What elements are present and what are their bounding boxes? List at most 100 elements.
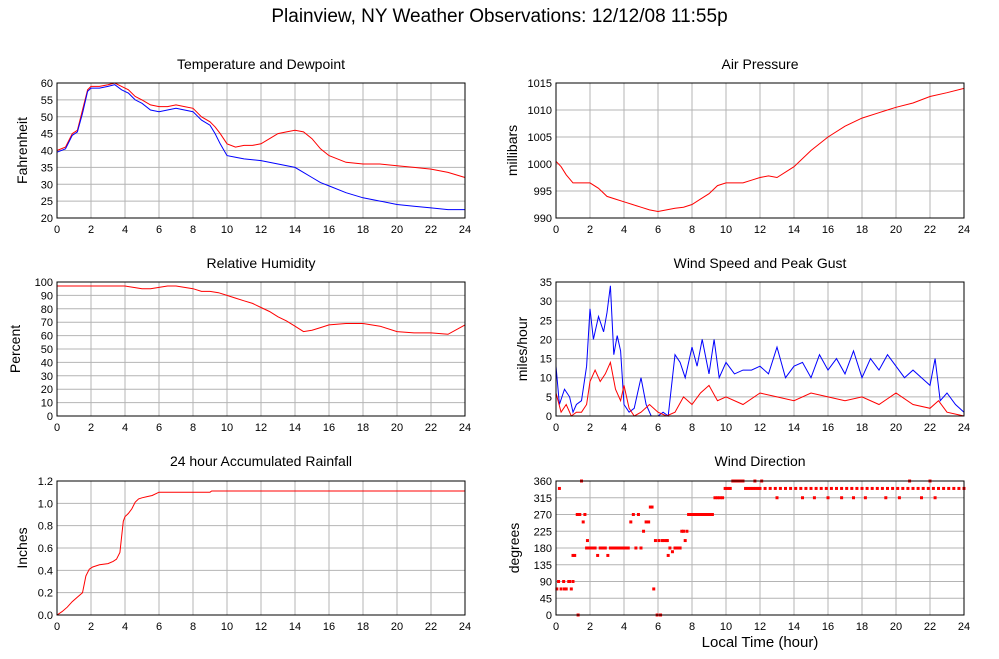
y-tick-label: 50 xyxy=(41,344,53,356)
y-tick-label: 1015 xyxy=(528,78,552,90)
x-tick-label: 8 xyxy=(190,224,196,236)
x-tick-label: 22 xyxy=(425,621,437,633)
x-tick-label: 4 xyxy=(621,422,627,434)
data-point xyxy=(794,486,798,490)
data-point xyxy=(680,529,684,533)
y-tick-label: 0.8 xyxy=(38,521,53,533)
data-point xyxy=(585,546,589,550)
plot-frame xyxy=(56,281,466,417)
y-axis-label: millibars xyxy=(504,125,520,176)
plot-frame xyxy=(555,82,965,219)
plot-frame xyxy=(555,281,965,417)
data-point xyxy=(593,546,597,550)
y-axis-label: Inches xyxy=(14,527,30,568)
x-tick-label: 14 xyxy=(289,422,301,434)
data-point xyxy=(690,513,694,516)
data-point xyxy=(812,496,816,500)
data-point xyxy=(608,546,612,550)
y-tick-label: 0 xyxy=(47,411,53,423)
data-point xyxy=(648,505,652,509)
data-point xyxy=(699,513,702,516)
data-point xyxy=(589,546,593,550)
y-tick-label: 35 xyxy=(41,162,53,174)
relative-humidity-chart: 0 2 4 6 8 10 12 14 16 18 20 22 240102030405060708090… xyxy=(7,255,471,434)
chart-title: Temperature and Dewpoint xyxy=(177,56,345,72)
series-line-1 xyxy=(56,82,466,178)
air-pressure-chart: 0 2 4 6 8 10 12 14 16 18 20 22 249909951000100510101… xyxy=(504,56,970,236)
y-tick-label: 0 xyxy=(546,610,552,622)
data-point xyxy=(850,486,854,490)
x-tick-label: 4 xyxy=(122,224,128,236)
data-point xyxy=(591,546,595,550)
y-axis-label: Fahrenheit xyxy=(14,117,30,184)
wind-speed-gust-chart: 0 2 4 6 8 10 12 14 16 18 20 22 2405101520253035Wind … xyxy=(514,255,970,434)
x-tick-label: 4 xyxy=(122,422,128,434)
data-point xyxy=(751,486,755,490)
data-point xyxy=(952,486,956,490)
data-point xyxy=(942,486,946,490)
x-tick-label: 8 xyxy=(689,224,695,236)
y-axis-label: Percent xyxy=(7,325,23,373)
x-tick-label: 18 xyxy=(357,422,369,434)
x-tick-label: 0 xyxy=(54,224,60,236)
data-point xyxy=(697,513,701,516)
data-point xyxy=(916,486,920,490)
data-point xyxy=(585,539,589,543)
data-point xyxy=(665,539,669,543)
data-point xyxy=(855,486,859,490)
data-point xyxy=(573,553,577,557)
x-tick-label: 2 xyxy=(587,621,593,633)
data-point xyxy=(896,486,900,490)
y-tick-label: 15 xyxy=(540,354,552,366)
data-point xyxy=(629,520,633,524)
data-point xyxy=(891,486,895,490)
x-tick-label: 10 xyxy=(720,224,732,236)
x-tick-label: 0 xyxy=(54,621,60,633)
x-tick-label: 20 xyxy=(890,224,902,236)
y-tick-label: 90 xyxy=(540,577,552,589)
data-point xyxy=(569,587,573,591)
data-point xyxy=(616,546,620,550)
data-point xyxy=(557,580,561,583)
x-tick-label: 0 xyxy=(553,621,559,633)
y-tick-label: 40 xyxy=(41,146,53,158)
data-point xyxy=(675,546,679,550)
temperature-dewpoint-chart: 0 2 4 6 8 10 12 14 16 18 20 22 24202530354045505560T… xyxy=(14,56,471,236)
y-axis-label: degrees xyxy=(506,523,522,574)
y-tick-label: 225 xyxy=(534,526,552,538)
data-point xyxy=(583,513,587,516)
data-point xyxy=(598,546,602,550)
data-point xyxy=(754,486,758,490)
y-tick-label: 45 xyxy=(540,593,552,605)
data-point xyxy=(660,539,664,543)
data-point xyxy=(819,486,823,490)
data-point xyxy=(773,486,777,490)
data-point xyxy=(571,553,575,557)
data-point xyxy=(624,546,628,550)
data-point xyxy=(621,546,625,550)
data-point xyxy=(606,553,610,557)
data-point xyxy=(840,486,844,490)
data-point xyxy=(657,539,661,543)
data-point xyxy=(756,486,760,490)
x-tick-label: 12 xyxy=(754,224,766,236)
data-point xyxy=(702,513,706,516)
data-point xyxy=(880,486,884,490)
data-point xyxy=(710,513,714,516)
x-tick-label: 14 xyxy=(289,224,301,236)
x-tick-label: 18 xyxy=(856,422,868,434)
y-tick-label: 270 xyxy=(534,510,552,522)
x-tick-label: 6 xyxy=(156,422,162,434)
data-point xyxy=(863,496,867,500)
data-point xyxy=(778,486,782,490)
y-tick-label: 70 xyxy=(41,317,53,329)
data-point xyxy=(789,486,793,490)
data-point xyxy=(705,513,709,516)
y-tick-label: 995 xyxy=(534,186,552,198)
data-point xyxy=(695,513,699,516)
series-line-1 xyxy=(555,285,965,417)
y-tick-label: 60 xyxy=(41,78,53,90)
data-point xyxy=(559,587,563,591)
data-point xyxy=(875,486,879,490)
y-tick-label: 10 xyxy=(41,398,53,410)
